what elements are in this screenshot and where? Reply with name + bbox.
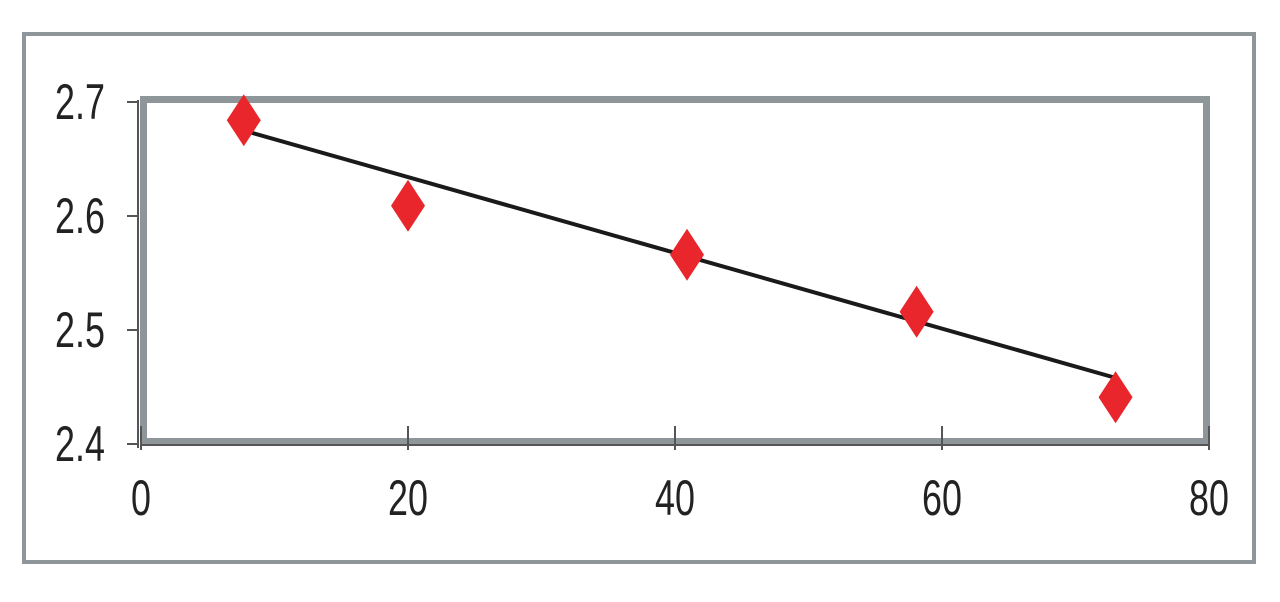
data-point-diamond xyxy=(1098,371,1133,424)
x-tick-label: 40 xyxy=(655,472,695,527)
data-points xyxy=(226,94,1133,424)
x-tick-label: 0 xyxy=(131,472,151,527)
x-axis-tick-labels: 0 20 40 60 80 xyxy=(131,472,1229,527)
y-tick-label: 2.5 xyxy=(55,304,105,359)
data-point-diamond xyxy=(226,94,261,147)
y-tick-label: 2.4 xyxy=(55,418,105,473)
y-tick-label: 2.6 xyxy=(55,190,105,245)
x-tick-label: 20 xyxy=(388,472,428,527)
x-tick-label: 80 xyxy=(1189,472,1229,527)
plot-area-border xyxy=(140,96,1210,445)
data-point-diamond xyxy=(391,179,425,232)
y-axis-tick-labels: 2.4 2.5 2.6 2.7 xyxy=(55,76,105,473)
y-tick-label: 2.7 xyxy=(55,76,105,131)
x-axis-ticks xyxy=(140,426,1210,450)
x-tick-label: 60 xyxy=(922,472,962,527)
data-point-diamond xyxy=(899,285,934,338)
y-axis-ticks xyxy=(127,101,138,445)
data-point-diamond xyxy=(670,228,705,281)
